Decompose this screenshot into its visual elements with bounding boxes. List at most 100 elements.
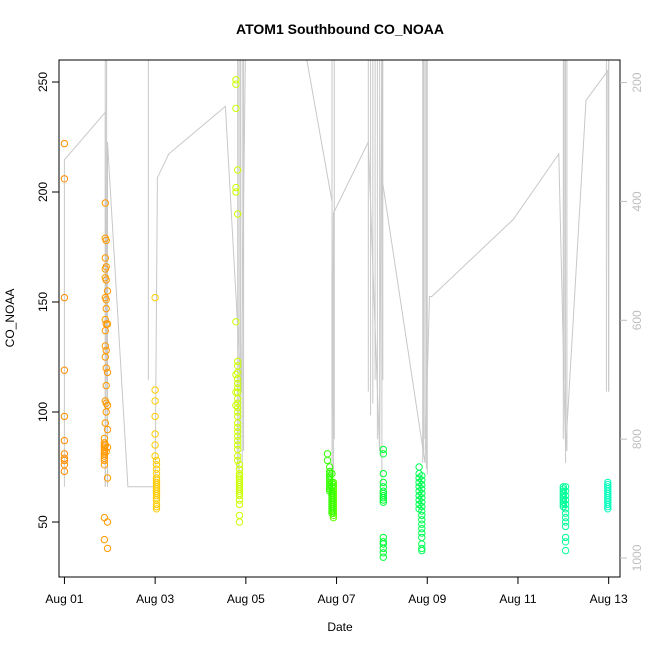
data-point [559,498,567,506]
data-point [101,419,110,427]
data-point [103,320,112,328]
data-point [232,80,240,88]
data-point [604,502,612,511]
x-tick-label: Aug 01 [45,592,83,606]
data-point [102,381,110,390]
data-point [379,553,387,561]
data-point [103,401,112,410]
data-point [102,364,110,372]
data-point [152,465,161,473]
data-point [60,456,69,465]
right-tick-label: 800 [630,429,644,449]
pressure-trace-layer [63,60,610,488]
data-point [234,357,242,366]
data-point [561,491,570,500]
data-point [102,447,110,456]
data-point [234,375,242,383]
data-point [234,166,242,174]
data-point [103,443,112,451]
y-axis: 50 100 150 200 250 [36,72,59,529]
data-point [235,518,244,526]
data-point [418,472,426,480]
data-point [328,505,336,513]
data-point [152,456,161,465]
data-point [379,445,387,454]
data-point [328,507,336,515]
data-point [232,188,240,196]
data-point [379,450,387,458]
data-point [151,397,159,405]
data-point [60,412,69,421]
x-tick-label: Aug 11 [499,592,536,606]
data-point [235,496,244,504]
data-point [232,370,240,379]
data-point [152,491,161,500]
data-point [328,487,336,495]
data-point [60,139,69,148]
data-point [234,419,242,427]
data-point [234,399,242,407]
x-axis-label: Date [327,620,353,634]
pressure-trace-line [63,60,610,488]
data-point [561,518,570,526]
data-point [604,505,612,513]
data-point [561,546,570,555]
data-point [234,452,242,460]
right-tick-label: 200 [630,72,644,92]
data-point [234,456,242,465]
right-axis: 200 400 600 800 1000 [620,72,644,571]
data-point [101,315,110,324]
data-point [418,494,426,502]
data-point [415,463,423,471]
data-point [418,529,426,537]
data-point [559,502,567,511]
data-point [234,432,242,440]
data-point [561,522,570,531]
right-tick-label: 600 [630,310,644,330]
data-point [234,379,242,388]
data-point [379,549,387,557]
data-point [234,408,242,416]
data-point [379,469,387,478]
data-point [232,76,240,84]
data-point [151,452,159,460]
data-point [103,368,112,377]
data-point [102,346,110,355]
data-point [379,494,387,502]
data-point [152,502,161,511]
data-point [234,384,242,392]
data-point [102,304,110,313]
data-point [379,496,387,504]
plot-frame [58,59,621,578]
data-point [101,254,110,262]
y-tick-label: 200 [36,182,50,202]
data-point [235,487,244,495]
data-point [60,175,69,183]
y-tick-label: 250 [36,72,50,92]
data-point [232,183,240,192]
y-tick-label: 100 [36,402,50,422]
data-point [151,412,159,421]
x-tick-label: Aug 13 [590,592,628,606]
data-point [60,436,69,445]
x-axis: Aug 01 Aug 03 Aug 05 Aug 07 Aug 09 Aug 11 Aug … [45,577,628,606]
data-point [232,401,240,410]
data-point [604,500,612,509]
data-point [103,425,112,434]
data-point [151,386,159,394]
data-point [232,104,240,113]
data-point [100,452,109,460]
data-point [328,509,336,517]
data-point [379,544,387,553]
data-point [151,293,159,302]
data-point [235,500,244,509]
data-point [561,500,570,509]
data-point [151,430,159,438]
data-point [418,516,426,524]
x-tick-label: Aug 09 [408,592,446,606]
data-point [418,476,426,484]
data-point [234,441,242,449]
data-point [326,483,334,491]
data-point [561,487,570,495]
